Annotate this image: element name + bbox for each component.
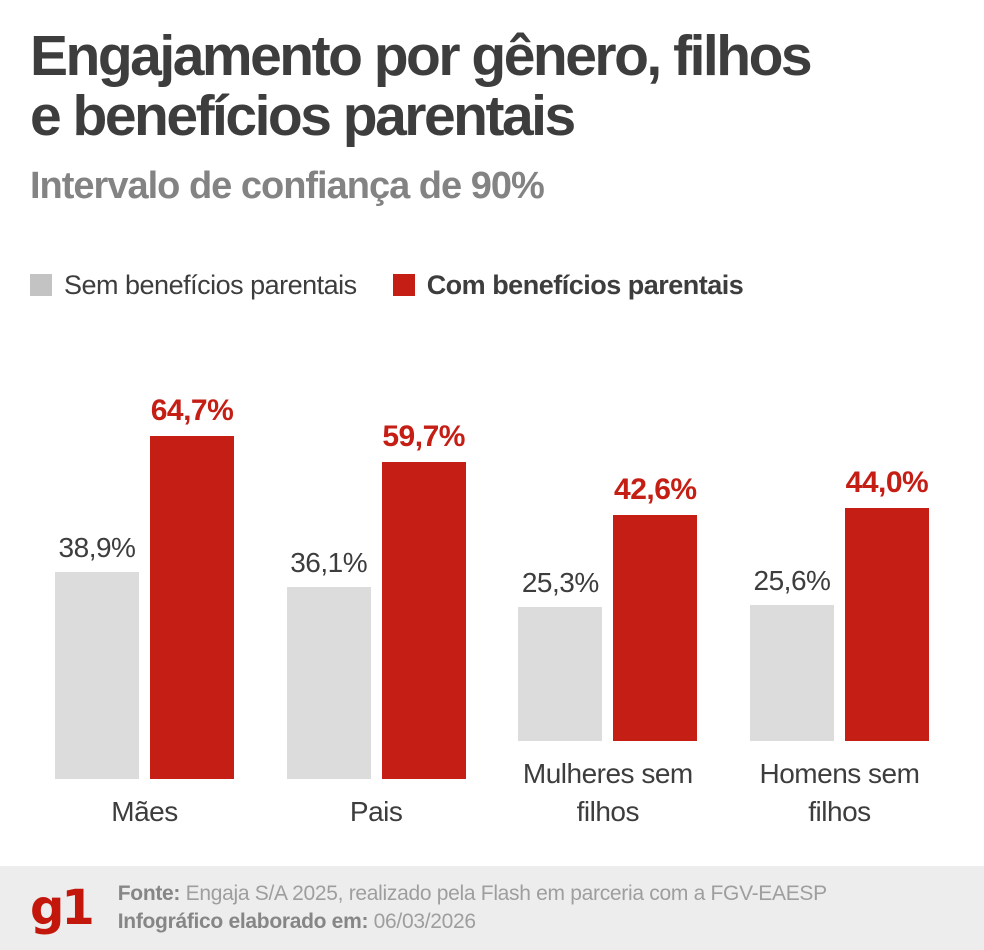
bar-column: 59,7% [381, 420, 466, 779]
category-label: Mulheres sem filhos [522, 757, 693, 827]
source-value: Engaja S/A 2025, realizado pela Flash em… [180, 881, 827, 905]
bar-value-label: 25,3% [521, 566, 599, 598]
bar-column: 36,1% [286, 547, 371, 779]
source-label: Fonte: [117, 881, 181, 905]
legend-swatch-red-icon [392, 274, 415, 297]
bar-column: 38,9% [55, 532, 139, 779]
source-line: Fonte: Engaja S/A 2025, realizado pela F… [118, 880, 827, 908]
bar-column: 25,3% [518, 566, 603, 741]
bar-sem-beneficios [55, 572, 139, 779]
bar-sem-beneficios [518, 606, 603, 741]
bar-com-beneficios [613, 515, 698, 741]
bar-value-label: 25,6% [753, 565, 831, 597]
bar-group: 25,6% 44,0% Homens sem filhos [749, 341, 929, 831]
legend-label: Sem benefícios parentais [64, 269, 357, 300]
chart-legend: Sem benefícios parentais Com benefícios … [0, 270, 984, 301]
date-value: 06/03/2026 [368, 910, 476, 933]
bar-value-label: 36,1% [290, 547, 368, 579]
g1-logo: g1 [30, 880, 95, 936]
bar-value-label: 38,9% [58, 532, 136, 564]
bar-pair: 25,6% 44,0% [749, 341, 929, 741]
header: Engajamento por gênero, filhos e benefíc… [0, 0, 984, 208]
bar-group: 36,1% 59,7% Pais [286, 379, 466, 831]
bar-sem-beneficios [749, 605, 834, 741]
page-title-line1: Engajamento por gênero, filhos [30, 24, 813, 88]
bar-value-label: 44,0% [845, 465, 929, 499]
bar-sem-beneficios [286, 587, 371, 779]
bar-value-label: 59,7% [382, 420, 465, 454]
footer-text: Fonte: Engaja S/A 2025, realizado pela F… [118, 880, 827, 937]
bar-column: 44,0% [844, 465, 929, 741]
bar-value-label: 42,6% [614, 473, 697, 507]
page-subtitle: Intervalo de confiança de 90% [30, 164, 545, 207]
date-line: Infográfico elaborado em: 06/03/2026 [118, 908, 827, 936]
bar-pair: 36,1% 59,7% [286, 379, 466, 779]
legend-swatch-gray-icon [30, 274, 52, 297]
bar-com-beneficios [381, 462, 466, 779]
legend-item-sem-beneficios: Sem benefícios parentais [30, 270, 357, 301]
category-label: Homens sem filhos [759, 757, 920, 827]
bar-column: 42,6% [613, 473, 698, 741]
bar-group: 25,3% 42,6% Mulheres sem filhos [518, 341, 698, 831]
legend-label: Com benefícios parentais [426, 269, 744, 300]
page-title-line2: e benefícios parentais [30, 84, 576, 149]
footer: g1 Fonte: Engaja S/A 2025, realizado pel… [0, 866, 984, 950]
bar-pair: 38,9% 64,7% [55, 379, 234, 779]
bar-com-beneficios [844, 507, 929, 741]
category-label: Pais [349, 795, 403, 827]
page-title: Engajamento por gênero, filhos e benefíc… [30, 26, 954, 147]
date-label: Infográfico elaborado em: [117, 910, 369, 933]
bar-pair: 25,3% 42,6% [518, 341, 698, 741]
bar-group: 38,9% 64,7% Mães [55, 379, 234, 831]
bar-com-beneficios [150, 435, 234, 779]
bar-value-label: 64,7% [150, 393, 234, 427]
category-label: Mães [111, 795, 178, 827]
bar-chart: 38,9% 64,7% Mães 36,1% 59,7% Pais 25,3% 42,6% Mu… [0, 341, 984, 831]
legend-item-com-beneficios: Com benefícios parentais [392, 269, 744, 301]
bar-column: 25,6% [749, 565, 834, 741]
bar-column: 64,7% [150, 394, 234, 779]
